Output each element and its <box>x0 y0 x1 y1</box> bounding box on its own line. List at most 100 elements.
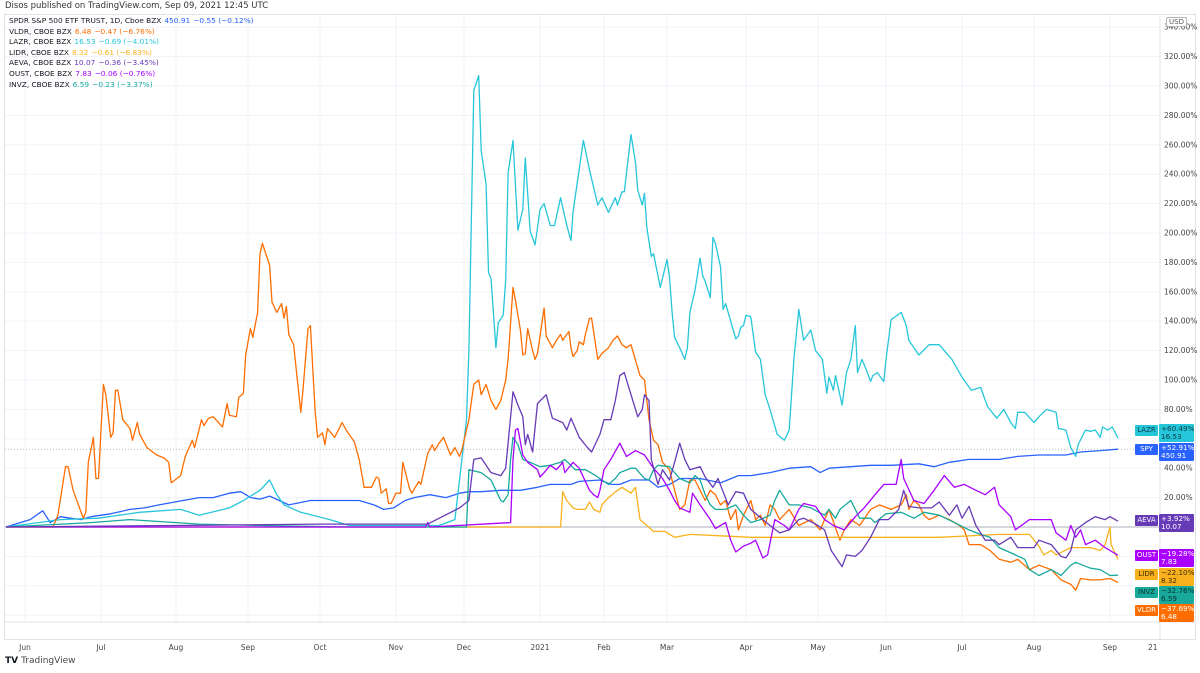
legend-symbol: INVZ, CBOE BZX <box>9 79 70 89</box>
legend-item[interactable]: LAZR, CBOE BZX 16.53 −0.69 (−4.01%) <box>9 37 257 48</box>
tradingview-logo[interactable]: TV TradingView <box>5 656 76 666</box>
x-tick-label: Jun <box>18 643 31 652</box>
legend-symbol: VLDR, CBOE BZX <box>9 26 72 36</box>
series-line-spy[interactable] <box>5 448 1119 528</box>
badge-pct: −32.76% <box>1161 586 1195 595</box>
y-tick-label: 200.00% <box>1164 229 1197 238</box>
y-tick-label: 20.00% <box>1164 493 1193 502</box>
series-line-oust[interactable] <box>6 427 1119 559</box>
x-tick-label: Feb <box>597 643 611 652</box>
y-tick-label: 260.00% <box>1164 140 1197 149</box>
y-tick-label: 340.00% <box>1164 23 1197 32</box>
y-tick-label: 100.00% <box>1164 376 1197 385</box>
legend-symbol: LIDR, CBOE BZX <box>9 47 69 57</box>
x-tick-label: Sep <box>241 643 255 652</box>
y-tick-label: 180.00% <box>1164 258 1197 267</box>
legend-item[interactable]: SPDR S&P 500 ETF TRUST, 1D, Cboe BZX 450.… <box>9 16 257 27</box>
reference-lines <box>5 448 1160 528</box>
series-line-lazr[interactable] <box>5 75 1119 528</box>
legend-price: 6.48 <box>74 26 92 36</box>
legend-change: −0.06 (−0.76%) <box>94 68 156 78</box>
badge-ticker: OUST <box>1135 550 1158 561</box>
legend-price: 450.91 <box>164 16 191 25</box>
legend-item[interactable]: VLDR, CBOE BZX 6.48 −0.47 (−6.76%) <box>9 27 257 38</box>
x-tick-label: Sep <box>1103 643 1117 652</box>
badge-pct: −19.28% <box>1161 549 1195 558</box>
x-tick-label: Aug <box>1027 643 1042 652</box>
x-tick-label: 2021 <box>530 643 549 652</box>
badge-ticker: AEVA <box>1135 515 1158 526</box>
badge-value: −22.10% 8.32 <box>1159 568 1194 586</box>
y-axis: 340.00% 320.00% 300.00% 280.00% 260.00% 240.0… <box>1164 23 1197 502</box>
tradingview-logo-text: TradingView <box>21 656 76 666</box>
y-tick-label: 320.00% <box>1164 52 1197 61</box>
series-line-invz[interactable] <box>5 436 1119 577</box>
legend-price: 7.83 <box>75 68 92 78</box>
badge-price: 6.59 <box>1161 594 1178 603</box>
legend-symbol: SPDR S&P 500 ETF TRUST, 1D, Cboe BZX <box>9 16 162 25</box>
y-tick-label: 160.00% <box>1164 287 1197 296</box>
series-line-vldr[interactable] <box>6 242 1119 591</box>
x-tick-label: Dec <box>457 643 472 652</box>
x-tick-label: Apr <box>740 643 754 652</box>
publisher-caption: Disos published on TradingView.com, Sep … <box>5 1 269 11</box>
legend-symbol: LAZR, CBOE BZX <box>9 37 72 47</box>
legend-change: −0.61 (−6.83%) <box>91 47 152 57</box>
y-tick-label: 240.00% <box>1164 170 1197 179</box>
y-tick-label: 80.00% <box>1164 405 1193 414</box>
x-tick-label: Jul <box>956 643 966 652</box>
chart-frame <box>4 14 1196 640</box>
y-tick-label: 40.00% <box>1164 464 1193 473</box>
legend-change: −0.23 (−3.37%) <box>92 79 153 89</box>
badge-price: 7.83 <box>1161 557 1178 566</box>
legend-item[interactable]: AEVA, CBOE BZX 10.07 −0.36 (−3.45%) <box>9 58 257 69</box>
legend-item[interactable]: INVZ, CBOE BZX 6.59 −0.23 (−3.37%) <box>9 80 257 91</box>
badge-ticker: LIDR <box>1135 569 1158 580</box>
badge-price: 8.32 <box>1161 576 1178 585</box>
badge-ticker: VLDR <box>1135 605 1158 616</box>
legend-change: −0.47 (−6.76%) <box>94 26 155 36</box>
badge-price: 16.53 <box>1161 432 1182 441</box>
badge-price: 6.48 <box>1161 612 1178 621</box>
x-tick-label: Mar <box>660 643 675 652</box>
series-line-lidr[interactable] <box>6 486 1119 560</box>
x-tick-label: Jul <box>95 643 105 652</box>
legend-change: −0.55 (−0.12%) <box>193 16 254 25</box>
badge-value: +60.49% 16.53 <box>1159 424 1194 442</box>
grid <box>5 15 1195 640</box>
x-axis-end-label: 21 <box>1148 643 1158 652</box>
x-tick-label: Jun <box>879 643 892 652</box>
legend-item[interactable]: LIDR, CBOE BZX 8.32 −0.61 (−6.83%) <box>9 48 257 59</box>
badge-price: 10.07 <box>1161 522 1182 531</box>
legend-change: −0.69 (−4.01%) <box>98 37 159 47</box>
series-line-aeva[interactable] <box>5 371 1119 568</box>
y-tick-label: 300.00% <box>1164 82 1197 91</box>
legend-symbol: OUST, CBOE BZX <box>9 68 73 78</box>
legend-price: 6.59 <box>72 79 90 89</box>
badge-pct: +60.49% <box>1161 424 1195 433</box>
x-axis: Jun Jul Aug Sep Oct Nov Dec 2021 Feb Mar Apr May Jun… <box>18 643 1117 652</box>
badge-value: −32.76% 6.59 <box>1159 586 1194 604</box>
legend: SPDR S&P 500 ETF TRUST, 1D, Cboe BZX 450.… <box>9 16 257 90</box>
legend-change: −0.36 (−3.45%) <box>98 58 159 68</box>
badge-ticker: INVZ <box>1135 587 1158 598</box>
legend-symbol: AEVA, CBOE BZX <box>9 58 72 68</box>
x-tick-label: Nov <box>389 643 404 652</box>
badge-ticker: SPY <box>1135 444 1158 455</box>
badge-value: +52.91% 450.91 <box>1159 443 1194 461</box>
legend-item[interactable]: OUST, CBOE BZX 7.83 −0.06 (−0.76%) <box>9 69 257 80</box>
series-lines <box>5 75 1119 591</box>
x-tick-label: May <box>810 643 826 652</box>
badge-price: 450.91 <box>1161 451 1187 460</box>
badge-pct: +3.92% <box>1161 514 1190 523</box>
badge-pct: −37.69% <box>1161 604 1195 613</box>
y-tick-label: 120.00% <box>1164 346 1197 355</box>
currency-label[interactable]: USD <box>1166 17 1187 27</box>
badge-value: −37.69% 6.48 <box>1159 604 1194 622</box>
tradingview-logo-icon: TV <box>5 656 19 666</box>
badge-pct: +52.91% <box>1161 443 1195 452</box>
badge-value: +3.92% 10.07 <box>1159 514 1194 532</box>
y-tick-label: 220.00% <box>1164 199 1197 208</box>
badge-value: −19.28% 7.83 <box>1159 549 1194 567</box>
